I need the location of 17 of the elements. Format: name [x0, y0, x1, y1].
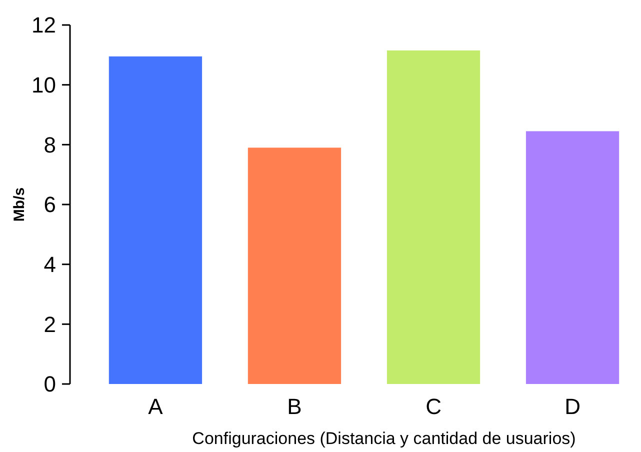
- x-tick-label: A: [148, 394, 164, 419]
- x-tick-label: C: [426, 394, 442, 419]
- y-tick-label: 6: [44, 192, 56, 218]
- bar: [386, 50, 480, 384]
- y-tick-label: 2: [44, 312, 56, 337]
- y-axis-title: Mb/s: [11, 187, 28, 222]
- x-axis-title: Configuraciones (Distancia y cantidad de usuarios): [192, 429, 576, 448]
- bar: [248, 148, 342, 384]
- y-tick-label: 8: [44, 132, 56, 158]
- y-tick-label: 12: [32, 12, 56, 38]
- bar: [526, 131, 620, 384]
- y-tick-label: 0: [44, 372, 56, 397]
- y-tick-label: 10: [32, 72, 56, 98]
- x-tick-label: D: [564, 394, 580, 419]
- bar: [108, 56, 202, 384]
- y-tick-label: 4: [44, 252, 56, 278]
- x-tick-label: B: [287, 394, 302, 419]
